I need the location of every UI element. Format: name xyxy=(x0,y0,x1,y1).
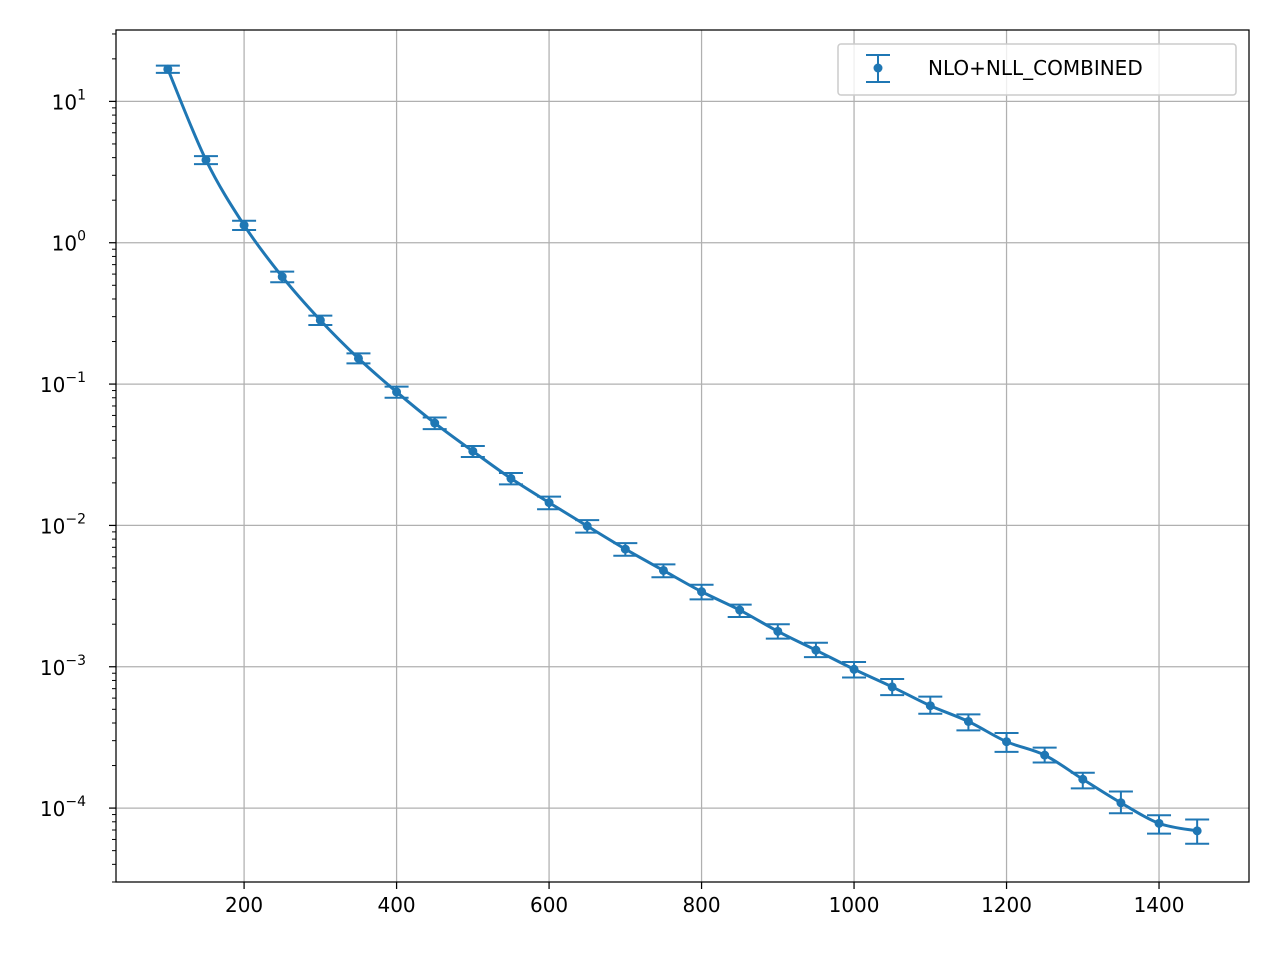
data-point xyxy=(849,664,859,674)
data-point xyxy=(277,272,287,282)
data-point xyxy=(658,565,668,575)
data-point xyxy=(239,220,249,230)
legend-label: NLO+NLL_COMBINED xyxy=(928,56,1143,80)
data-point xyxy=(811,645,821,655)
data-point xyxy=(1154,818,1164,828)
data-point xyxy=(544,498,554,508)
legend-box xyxy=(837,43,1237,96)
x-tick-label: 400 xyxy=(377,893,415,917)
data-point xyxy=(506,473,516,483)
x-tick-label: 1200 xyxy=(981,893,1032,917)
y-tick-label: 10−2 xyxy=(40,511,86,538)
data-point xyxy=(430,418,440,428)
data-point xyxy=(963,716,973,726)
x-tick-label: 1000 xyxy=(829,893,880,917)
axes: 200 400 600 800 1000 1200 1400 101 100 10−1 10−2 10… xyxy=(40,33,1185,917)
data-point xyxy=(468,446,478,456)
x-tick-label: 800 xyxy=(682,893,720,917)
series-line xyxy=(166,68,1198,833)
data-point xyxy=(1078,774,1088,784)
data-point xyxy=(1040,750,1050,760)
data-point xyxy=(392,387,402,397)
data-point xyxy=(201,155,211,165)
y-tick-label: 10−4 xyxy=(40,794,86,821)
plot-frame xyxy=(115,29,1250,883)
data-point xyxy=(887,682,897,692)
data-point xyxy=(163,64,173,74)
y-tick-label: 10−1 xyxy=(40,370,86,397)
data-point xyxy=(697,587,707,597)
data-point xyxy=(1116,798,1126,808)
legend: NLO+NLL_COMBINED xyxy=(837,43,1237,96)
x-tick-label: 1400 xyxy=(1134,893,1185,917)
x-tick-label: 600 xyxy=(530,893,568,917)
data-point xyxy=(773,626,783,636)
data-point xyxy=(1192,826,1202,836)
data-point xyxy=(1002,737,1012,747)
y-tick-label: 101 xyxy=(52,87,86,114)
data-point xyxy=(735,605,745,615)
grid-lines xyxy=(116,30,1249,882)
plot-data xyxy=(155,64,1210,845)
data-point xyxy=(315,315,325,325)
y-tick-label: 100 xyxy=(52,229,86,256)
data-point xyxy=(925,701,935,711)
data-point xyxy=(620,544,630,554)
data-point xyxy=(582,521,592,531)
legend-marker xyxy=(866,54,890,83)
y-tick-label: 10−3 xyxy=(40,653,86,680)
x-tick-label: 200 xyxy=(225,893,263,917)
data-point xyxy=(353,353,363,363)
